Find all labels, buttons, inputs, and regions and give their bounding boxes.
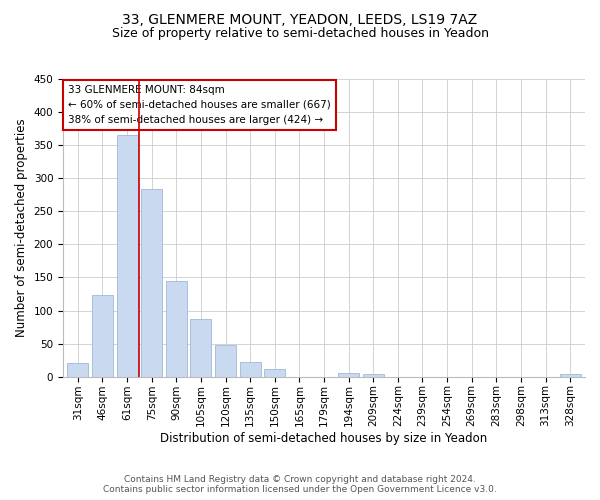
Text: Contains HM Land Registry data © Crown copyright and database right 2024.: Contains HM Land Registry data © Crown c… bbox=[124, 474, 476, 484]
Bar bbox=[363, 374, 384, 376]
X-axis label: Distribution of semi-detached houses by size in Yeadon: Distribution of semi-detached houses by … bbox=[160, 432, 488, 445]
Text: 33, GLENMERE MOUNT, YEADON, LEEDS, LS19 7AZ: 33, GLENMERE MOUNT, YEADON, LEEDS, LS19 … bbox=[122, 12, 478, 26]
Text: Size of property relative to semi-detached houses in Yeadon: Size of property relative to semi-detach… bbox=[112, 28, 488, 40]
Y-axis label: Number of semi-detached properties: Number of semi-detached properties bbox=[15, 118, 28, 337]
Bar bbox=[215, 345, 236, 376]
Bar bbox=[190, 319, 211, 376]
Bar bbox=[338, 374, 359, 376]
Bar bbox=[141, 189, 162, 376]
Bar bbox=[265, 368, 285, 376]
Bar bbox=[116, 135, 137, 376]
Bar bbox=[92, 294, 113, 376]
Bar bbox=[166, 282, 187, 376]
Text: Contains public sector information licensed under the Open Government Licence v3: Contains public sector information licen… bbox=[103, 485, 497, 494]
Bar bbox=[239, 362, 260, 376]
Text: 33 GLENMERE MOUNT: 84sqm
← 60% of semi-detached houses are smaller (667)
38% of : 33 GLENMERE MOUNT: 84sqm ← 60% of semi-d… bbox=[68, 85, 331, 124]
Bar bbox=[67, 364, 88, 376]
Bar bbox=[560, 374, 581, 376]
